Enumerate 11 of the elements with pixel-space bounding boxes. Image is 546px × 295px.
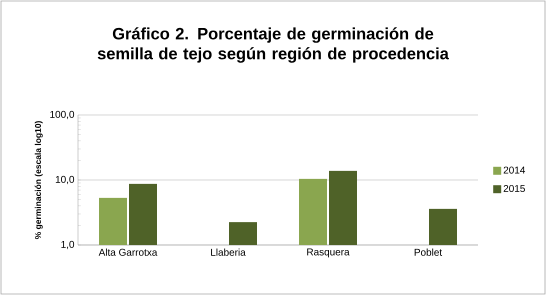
chart-title: Gráfico 2. Porcentaje de germinación de semilla de tejo según región de procedencia: [98, 27, 449, 63]
x-tick-label: Llaberia: [211, 248, 246, 256]
y-tick-label: 1,0: [61, 240, 74, 250]
y-tick-label: 100,0: [50, 110, 74, 120]
legend-label: 2014: [504, 166, 526, 174]
x-tick-label: Poblet: [414, 248, 442, 256]
y-tick-label: 10,0: [56, 176, 74, 184]
x-tick-label: Rasquera: [307, 248, 350, 258]
y-axis-title: % germinación (escala log10): [34, 121, 43, 240]
legend-label: 2015: [504, 184, 525, 192]
x-tick-label: Alta Garrotxa: [98, 248, 158, 256]
